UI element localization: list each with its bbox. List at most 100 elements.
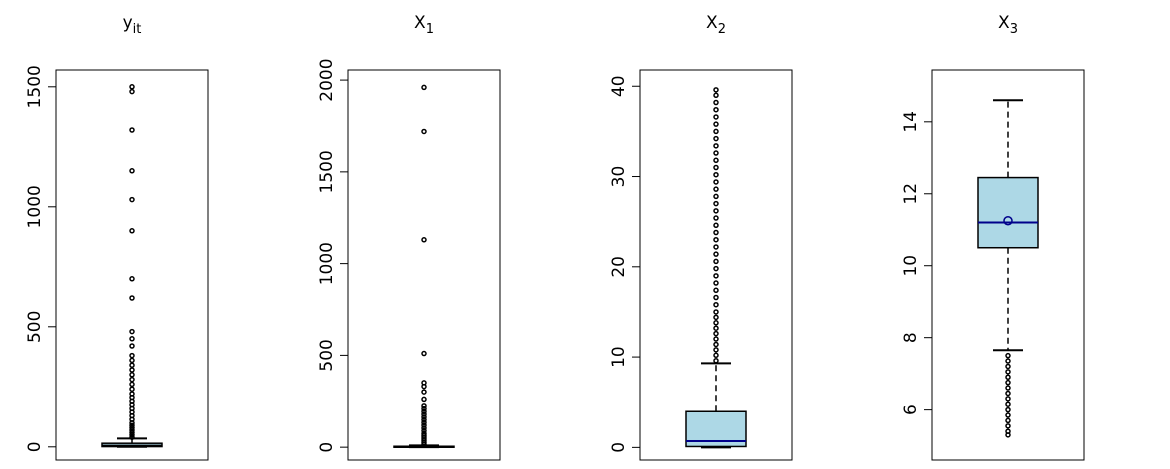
outlier: [1005, 412, 1011, 418]
y-tick-label: 1000: [25, 185, 45, 228]
outlier: [713, 193, 719, 200]
outlier: [713, 309, 719, 315]
outlier: [421, 422, 427, 428]
outlier: [421, 396, 427, 403]
title-subscript: 1: [426, 22, 434, 37]
outlier: [129, 422, 135, 428]
outlier: [713, 244, 719, 250]
outlier: [421, 414, 427, 420]
outlier: [129, 295, 135, 301]
outlier: [713, 208, 719, 214]
outlier: [1005, 396, 1011, 402]
outlier: [129, 276, 135, 282]
y-tick-label: 1500: [317, 150, 337, 193]
outlier: [713, 215, 719, 221]
plot-frame: [55, 69, 209, 461]
outlier: [129, 391, 135, 397]
outlier: [129, 429, 135, 436]
outlier: [713, 157, 719, 164]
title-text: y: [123, 13, 133, 33]
outlier: [129, 343, 135, 349]
plot-frame: [639, 69, 793, 461]
plot-frame: [931, 69, 1085, 461]
outlier: [713, 347, 719, 353]
outlier: [1005, 352, 1011, 359]
outlier: [713, 121, 719, 127]
outlier: [713, 265, 719, 272]
outlier: [713, 251, 719, 257]
y-tick-label: 1000: [317, 242, 337, 285]
y-tick-label: 14: [901, 111, 921, 133]
outlier: [1005, 374, 1011, 381]
outlier: [713, 330, 719, 337]
outlier: [421, 416, 427, 423]
outlier: [129, 424, 135, 431]
y-tick-label: 500: [25, 311, 45, 343]
outlier: [1005, 369, 1011, 375]
title-subscript: 3: [1010, 22, 1018, 37]
outlier: [421, 411, 427, 417]
outlier: [1005, 379, 1011, 386]
title-text: X: [706, 13, 718, 33]
outlier: [129, 88, 135, 95]
y-tick-label: 8: [901, 332, 921, 343]
y-tick-label: 10: [609, 346, 629, 368]
outlier: [129, 372, 135, 378]
outlier: [1005, 406, 1011, 413]
outlier: [713, 301, 719, 308]
chart-title: X2: [706, 13, 726, 37]
y-tick-label: 0: [609, 442, 629, 453]
outlier: [129, 367, 135, 373]
outlier: [421, 389, 427, 395]
y-tick-label: 500: [317, 339, 337, 371]
outlier: [713, 336, 719, 342]
outlier: [421, 380, 427, 386]
outlier: [129, 352, 135, 359]
outlier: [129, 357, 135, 364]
outlier: [129, 196, 135, 203]
outlier: [713, 87, 719, 93]
outlier: [1005, 358, 1011, 364]
outlier: [129, 168, 135, 174]
outlier: [421, 405, 427, 412]
outlier: [713, 314, 719, 321]
y-tick-label: 30: [609, 166, 629, 188]
outlier: [421, 419, 427, 426]
outlier: [421, 84, 427, 91]
outlier: [129, 336, 135, 342]
outlier: [713, 106, 719, 113]
outlier: [713, 294, 719, 301]
outlier: [1005, 390, 1011, 397]
plot-frame: [347, 69, 501, 461]
outlier: [713, 236, 719, 243]
outlier: [713, 135, 719, 142]
y-tick-label: 10: [901, 255, 921, 277]
outlier: [421, 237, 427, 243]
outlier: [1005, 401, 1011, 407]
outlier: [129, 84, 135, 90]
outlier: [713, 200, 719, 207]
outlier: [129, 228, 135, 234]
outlier: [129, 381, 135, 388]
mean-marker: [1003, 215, 1013, 226]
chart-title: X1: [414, 13, 434, 37]
outlier: [129, 432, 135, 438]
outlier: [713, 357, 719, 364]
outlier: [713, 114, 719, 120]
outlier: [421, 430, 427, 437]
y-tick-label: 1500: [25, 65, 45, 108]
chart-title: yit: [123, 13, 142, 37]
outlier: [421, 427, 427, 434]
outlier: [713, 143, 719, 149]
outlier: [1005, 432, 1011, 438]
y-tick-label: 2000: [317, 58, 337, 101]
title-subscript: 2: [718, 22, 726, 37]
outlier: [1005, 385, 1011, 391]
outlier: [129, 328, 135, 335]
outlier: [713, 287, 719, 294]
outlier: [713, 164, 719, 171]
outlier: [713, 99, 719, 106]
outlier: [713, 222, 719, 229]
outlier: [713, 186, 719, 192]
